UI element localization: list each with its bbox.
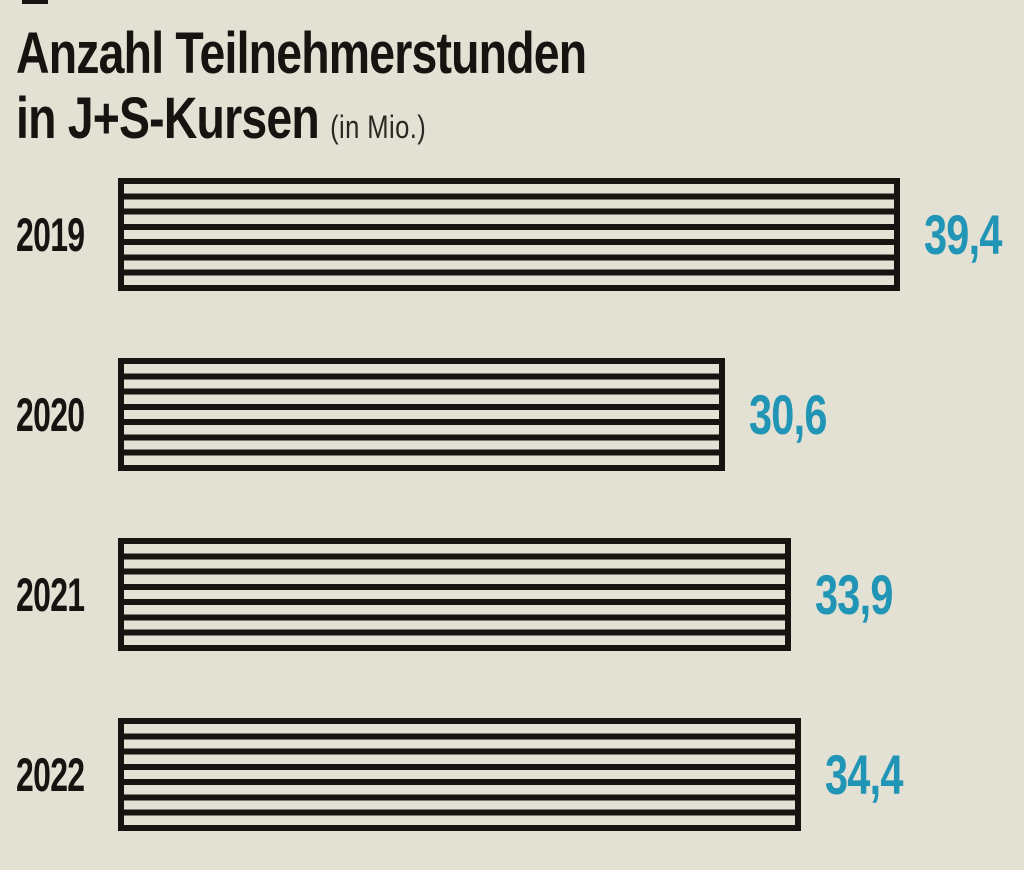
value-label-2021: 33,9 [814, 562, 893, 626]
year-label-2022: 2022 [16, 747, 85, 801]
year-label-2019: 2019 [16, 207, 85, 261]
chart-unit-label: (in Mio.) [330, 108, 427, 145]
bar-row-2021: 2021 33,9 [16, 537, 1008, 651]
bar-track-2020: 30,6 [118, 357, 900, 471]
bar-row-2019: 2019 39,4 [16, 177, 1008, 291]
bar-track-2021: 33,9 [118, 537, 900, 651]
year-label-2020: 2020 [16, 387, 85, 441]
value-label-2020: 30,6 [749, 382, 828, 446]
bar-2022 [118, 717, 801, 831]
crop-artifact-mark [22, 0, 48, 4]
year-label-2021: 2021 [16, 567, 85, 621]
chart-title-line2-wrap: in J+S-Kursen (in Mio.) [16, 85, 810, 152]
chart-title-line2: in J+S-Kursen [16, 85, 320, 151]
bar-track-2022: 34,4 [118, 717, 903, 831]
value-label-2019: 39,4 [924, 202, 1002, 266]
value-label-2022: 34,4 [824, 742, 903, 806]
bar-2021 [118, 537, 791, 651]
bar-rows: 2019 39,4 2020 30,6 2021 33,9 2022 [16, 177, 1008, 831]
bar-row-2022: 2022 34,4 [16, 717, 1008, 831]
bar-track-2019: 39,4 [118, 177, 1002, 291]
bar-chart: Anzahl Teilnehmerstunden in J+S-Kursen (… [16, 21, 1008, 831]
chart-title-block: Anzahl Teilnehmerstunden in J+S-Kursen (… [16, 21, 1008, 152]
bar-row-2020: 2020 30,6 [16, 357, 1008, 471]
bar-2020 [118, 357, 726, 471]
chart-title-line1: Anzahl Teilnehmerstunden [16, 21, 587, 86]
bar-2019 [118, 177, 900, 291]
